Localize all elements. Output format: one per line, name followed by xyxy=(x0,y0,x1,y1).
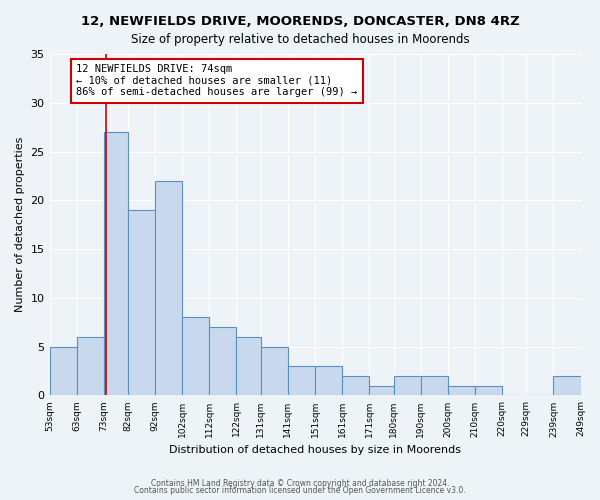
Bar xyxy=(553,376,581,396)
Bar xyxy=(475,386,502,396)
Bar xyxy=(182,318,209,396)
X-axis label: Distribution of detached houses by size in Moorends: Distribution of detached houses by size … xyxy=(169,445,461,455)
Bar xyxy=(421,376,448,396)
Text: Contains HM Land Registry data © Crown copyright and database right 2024.: Contains HM Land Registry data © Crown c… xyxy=(151,478,449,488)
Bar xyxy=(315,366,342,396)
Bar xyxy=(261,346,288,396)
Bar xyxy=(77,337,104,396)
Text: Size of property relative to detached houses in Moorends: Size of property relative to detached ho… xyxy=(131,32,469,46)
Text: 12, NEWFIELDS DRIVE, MOORENDS, DONCASTER, DN8 4RZ: 12, NEWFIELDS DRIVE, MOORENDS, DONCASTER… xyxy=(80,15,520,28)
Bar xyxy=(369,386,394,396)
Bar xyxy=(448,386,475,396)
Bar xyxy=(394,376,421,396)
Bar xyxy=(288,366,315,396)
Bar xyxy=(128,210,155,396)
Bar xyxy=(342,376,369,396)
Bar xyxy=(155,181,182,396)
Bar xyxy=(209,327,236,396)
Bar xyxy=(104,132,128,396)
Text: 12 NEWFIELDS DRIVE: 74sqm
← 10% of detached houses are smaller (11)
86% of semi-: 12 NEWFIELDS DRIVE: 74sqm ← 10% of detac… xyxy=(76,64,358,98)
Text: Contains public sector information licensed under the Open Government Licence v3: Contains public sector information licen… xyxy=(134,486,466,495)
Bar xyxy=(236,337,261,396)
Bar xyxy=(50,346,77,396)
Y-axis label: Number of detached properties: Number of detached properties xyxy=(15,137,25,312)
